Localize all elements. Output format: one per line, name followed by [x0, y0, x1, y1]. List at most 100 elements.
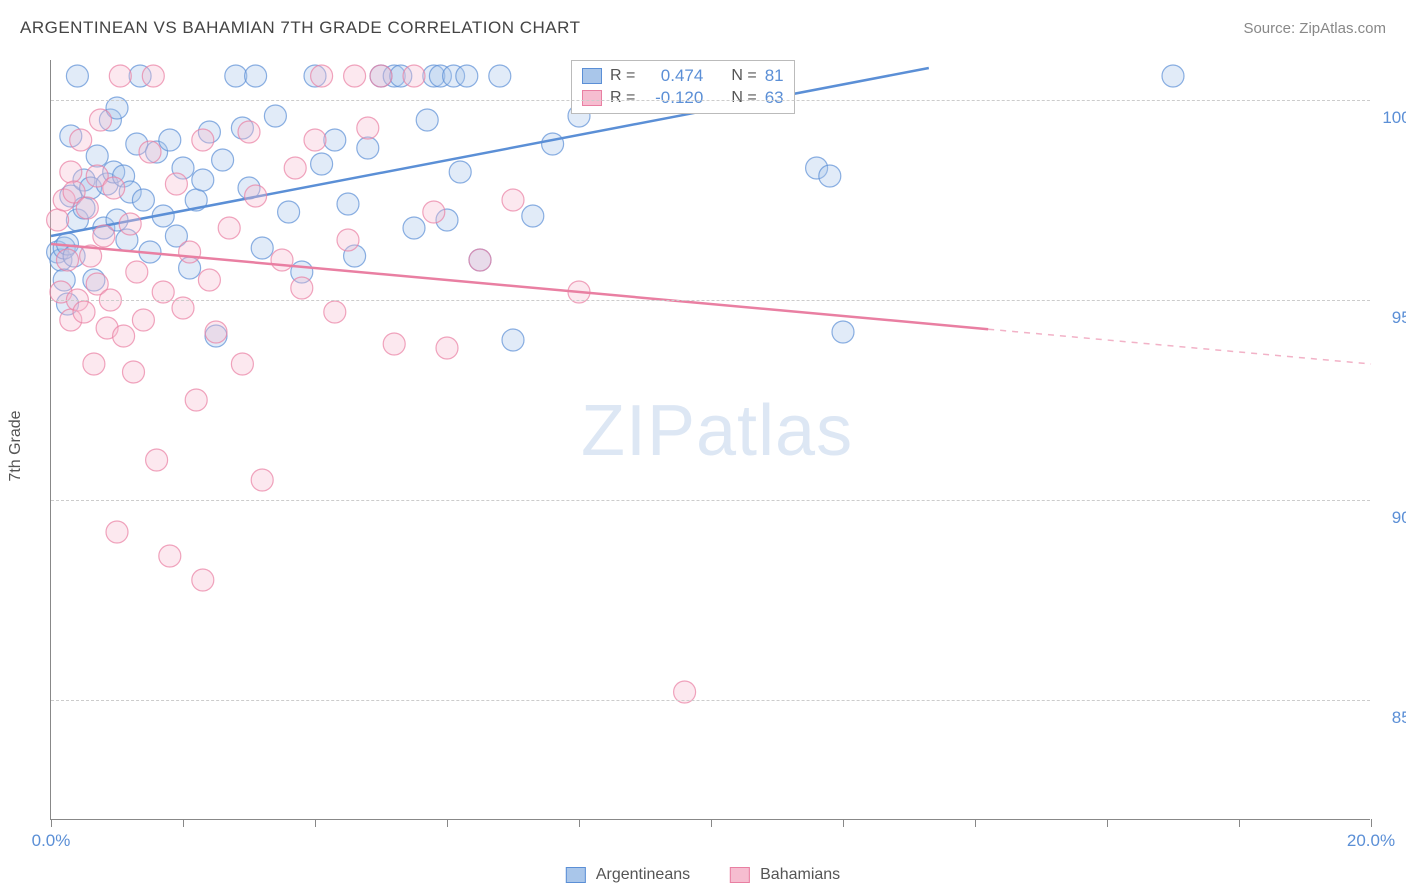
scatter-point [832, 321, 854, 343]
scatter-point [337, 193, 359, 215]
stat-r-label: R = [610, 65, 635, 87]
scatter-point [73, 301, 95, 323]
scatter-point [231, 353, 253, 375]
legend-swatch [582, 90, 602, 106]
y-tick-label: 90.0% [1392, 508, 1406, 528]
scatter-point [251, 237, 273, 259]
scatter-point [489, 65, 511, 87]
scatter-point [311, 153, 333, 175]
chart-title: ARGENTINEAN VS BAHAMIAN 7TH GRADE CORREL… [20, 18, 580, 38]
x-tick [1371, 819, 1372, 827]
legend-swatch [730, 867, 750, 883]
scatter-point [245, 65, 267, 87]
scatter-point [344, 65, 366, 87]
scatter-point [304, 129, 326, 151]
scatter-point [284, 157, 306, 179]
x-tick [183, 819, 184, 827]
trend-line-extension [988, 329, 1371, 364]
scatter-point [264, 105, 286, 127]
stat-n-value: 81 [765, 65, 784, 87]
bottom-legend: Argentineans Bahamians [566, 866, 840, 884]
scatter-point [311, 65, 333, 87]
stat-n-value: 63 [765, 87, 784, 109]
x-tick [843, 819, 844, 827]
scatter-point [159, 129, 181, 151]
x-tick [1239, 819, 1240, 827]
scatter-point [93, 225, 115, 247]
scatter-point [218, 217, 240, 239]
scatter-point [456, 65, 478, 87]
gridline [51, 700, 1370, 701]
scatter-point [1162, 65, 1184, 87]
scatter-point [205, 321, 227, 343]
scatter-point [146, 449, 168, 471]
bottom-legend-item: Argentineans [566, 866, 690, 884]
scatter-point [179, 241, 201, 263]
scatter-point [449, 161, 471, 183]
scatter-point [66, 65, 88, 87]
scatter-point [403, 65, 425, 87]
scatter-point [278, 201, 300, 223]
scatter-point [119, 213, 141, 235]
scatter-point [198, 269, 220, 291]
scatter-point [502, 189, 524, 211]
stat-n-label: N = [731, 65, 756, 87]
gridline [51, 500, 1370, 501]
scatter-point [142, 65, 164, 87]
stats-legend: R =0.474N =81R =-0.120N =63 [571, 60, 795, 114]
scatter-point [370, 65, 392, 87]
scatter-point [126, 261, 148, 283]
x-tick [711, 819, 712, 827]
scatter-point [245, 185, 267, 207]
scatter-point [436, 337, 458, 359]
scatter-point [165, 173, 187, 195]
scatter-point [819, 165, 841, 187]
stat-r-value: 0.474 [643, 65, 703, 87]
gridline [51, 100, 1370, 101]
scatter-point [185, 389, 207, 411]
trend-line [51, 68, 929, 236]
y-axis-label: 7th Grade [7, 410, 25, 481]
legend-swatch [582, 68, 602, 84]
scatter-point [522, 205, 544, 227]
scatter-point [192, 129, 214, 151]
legend-label: Argentineans [596, 866, 690, 884]
scatter-point [106, 521, 128, 543]
x-tick-label: 0.0% [32, 831, 71, 851]
scatter-point [212, 149, 234, 171]
scatter-point [291, 277, 313, 299]
y-tick-label: 95.0% [1392, 308, 1406, 328]
scatter-point [357, 117, 379, 139]
scatter-point [83, 353, 105, 375]
y-tick-label: 100.0% [1382, 108, 1406, 128]
x-tick [315, 819, 316, 827]
scatter-point [76, 197, 98, 219]
gridline [51, 300, 1370, 301]
scatter-point [469, 249, 491, 271]
scatter-point [423, 201, 445, 223]
x-tick [1107, 819, 1108, 827]
legend-label: Bahamians [760, 866, 840, 884]
scatter-point [86, 145, 108, 167]
scatter-point [109, 65, 131, 87]
stat-r-value: -0.120 [643, 87, 703, 109]
stat-n-label: N = [731, 87, 756, 109]
scatter-point [103, 177, 125, 199]
scatter-point [403, 217, 425, 239]
scatter-point [542, 133, 564, 155]
x-tick [579, 819, 580, 827]
scatter-point [90, 109, 112, 131]
scatter-point [238, 121, 260, 143]
scatter-point [324, 301, 346, 323]
scatter-point [502, 329, 524, 351]
scatter-point [337, 229, 359, 251]
chart-source: Source: ZipAtlas.com [1243, 20, 1386, 37]
scatter-point [192, 169, 214, 191]
scatter-point [225, 65, 247, 87]
scatter-point [192, 569, 214, 591]
bottom-legend-item: Bahamians [730, 866, 840, 884]
scatter-point [132, 189, 154, 211]
scatter-point [324, 129, 346, 151]
scatter-point [159, 545, 181, 567]
scatter-point [271, 249, 293, 271]
